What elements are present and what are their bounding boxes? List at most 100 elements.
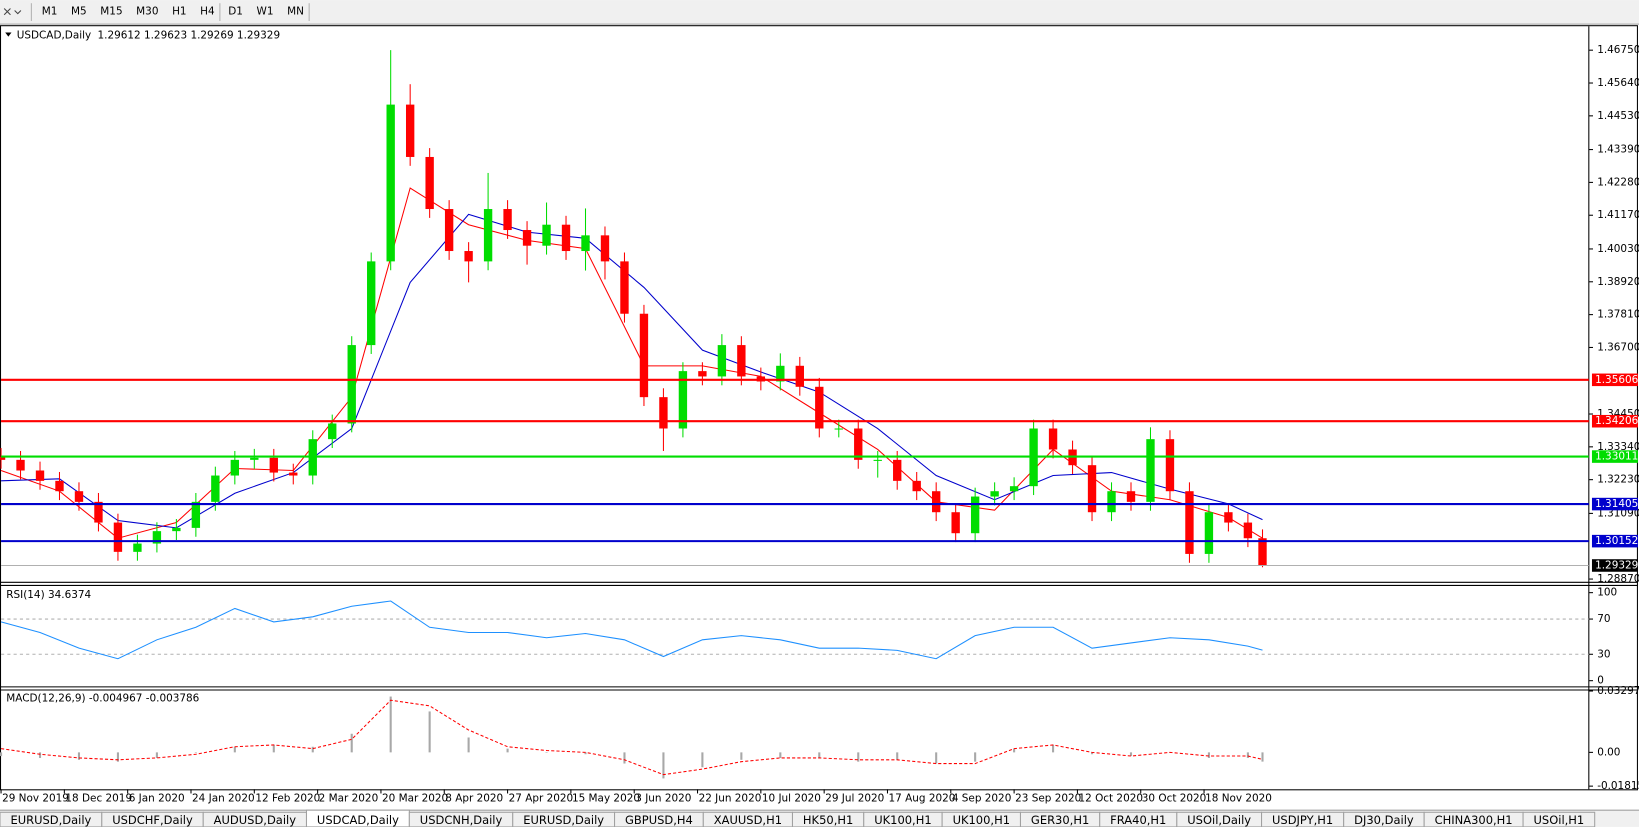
- tab-label[interactable]: CHINA300,H1: [1435, 813, 1513, 827]
- level-price-box: [1591, 534, 1638, 548]
- candle-body: [1107, 491, 1116, 513]
- y-tick-label: 30: [1597, 648, 1610, 660]
- tab-label[interactable]: UK100,H1: [874, 813, 931, 827]
- macd-histogram-bar: [896, 752, 899, 760]
- candle-body: [737, 345, 746, 377]
- y-tick-label: 1.36700: [1597, 341, 1639, 353]
- macd-histogram-bar: [935, 752, 938, 764]
- candle-body: [94, 501, 103, 523]
- x-tick-label: 18 Dec 2019: [65, 793, 132, 805]
- macd-histogram-bar: [194, 752, 197, 753]
- period-button[interactable]: H1: [172, 6, 187, 18]
- macd-histogram-bar: [1013, 748, 1016, 753]
- candle-body: [55, 480, 64, 492]
- tab-label[interactable]: USOil,H1: [1534, 813, 1585, 827]
- tab-label[interactable]: AUDUSD,Daily: [214, 813, 297, 827]
- x-tick-label: 12 Feb 2020: [255, 793, 320, 805]
- period-button[interactable]: H4: [200, 6, 215, 18]
- candle-body: [698, 371, 707, 377]
- y-tick-label: 1.38920: [1597, 276, 1639, 288]
- macd-histogram-bar: [857, 752, 860, 762]
- period-button[interactable]: W1: [257, 6, 274, 18]
- macd-histogram-bar: [506, 748, 509, 753]
- tab-label[interactable]: FRA40,H1: [1110, 813, 1166, 827]
- tab-label[interactable]: XAUUSD,H1: [714, 813, 782, 827]
- x-tick-label: 24 Jan 2020: [192, 793, 255, 805]
- tab-label[interactable]: HK50,H1: [803, 813, 853, 827]
- candle-body: [542, 224, 551, 246]
- candle-body: [1243, 522, 1253, 539]
- candle-body: [1126, 491, 1136, 502]
- x-tick-label: 2 Mar 2020: [319, 793, 379, 805]
- x-tick-label: 8 Apr 2020: [445, 793, 503, 805]
- y-tick-label: 1.41170: [1597, 209, 1639, 221]
- y-tick-label: 1.45640: [1597, 77, 1639, 89]
- tab-label[interactable]: GER30,H1: [1031, 813, 1089, 827]
- tab-label[interactable]: EURUSD,Daily: [10, 813, 91, 827]
- macd-histogram-bar: [584, 752, 587, 755]
- candle-body: [386, 104, 395, 262]
- macd-histogram-bar: [77, 752, 81, 760]
- tab-label[interactable]: EURUSD,Daily: [523, 813, 604, 827]
- candle-body: [1224, 512, 1233, 523]
- y-tick-label: 1.42280: [1597, 176, 1639, 188]
- candle-body: [717, 345, 727, 377]
- candle-body: [367, 261, 376, 346]
- y-tick-label: 1.32230: [1597, 474, 1639, 486]
- period-button[interactable]: D1: [228, 6, 243, 18]
- tab-label[interactable]: UK100,H1: [953, 813, 1010, 827]
- period-button[interactable]: M5: [71, 6, 87, 18]
- candle-body: [1258, 538, 1267, 566]
- period-button[interactable]: MN: [287, 6, 304, 18]
- x-tick-label: 18 Nov 2020: [1205, 793, 1272, 805]
- tool-dropdown[interactable]: [3, 8, 22, 16]
- candle-body: [561, 224, 571, 252]
- macd-histogram-bar: [155, 752, 158, 758]
- candle-body: [172, 527, 181, 532]
- tab-label[interactable]: USDCAD,Daily: [317, 813, 399, 827]
- macd-histogram-bar: [623, 752, 626, 764]
- level-price-box: [1591, 450, 1638, 463]
- x-tick-label: 29 Nov 2019: [2, 793, 69, 805]
- y-tick-label: 0.032972: [1597, 685, 1639, 697]
- candle-body: [503, 209, 512, 231]
- tab-label[interactable]: GBPUSD,H4: [625, 813, 693, 827]
- period-button[interactable]: M15: [100, 6, 122, 18]
- tab-label[interactable]: USDCHF,Daily: [112, 813, 193, 827]
- rsi-title: RSI(14) 34.6374: [6, 589, 91, 601]
- level-price-label: 1.35606: [1595, 374, 1638, 386]
- last-price-box: [1591, 559, 1638, 572]
- macd-histogram-bar: [389, 696, 392, 753]
- candle-body: [211, 475, 220, 502]
- tab-label[interactable]: USDCNH,Daily: [420, 813, 503, 827]
- macd-title: MACD(12,26,9) -0.004967 -0.003786: [6, 692, 199, 704]
- candle-body: [678, 371, 688, 429]
- window-menu-icon[interactable]: [5, 32, 12, 37]
- y-tick-label: 1.33340: [1597, 441, 1639, 453]
- y-tick-label: 0.00: [1597, 746, 1620, 758]
- macd-histogram-bar: [1052, 744, 1055, 753]
- candle-body: [16, 459, 25, 471]
- period-button[interactable]: M1: [42, 6, 58, 18]
- candle-body: [483, 209, 493, 262]
- macd-histogram-bar: [1090, 752, 1094, 755]
- tab-label[interactable]: USDJPY,H1: [1272, 813, 1333, 827]
- candle-body: [35, 470, 45, 481]
- tab-label[interactable]: DJ30,Daily: [1354, 813, 1414, 827]
- macd-histogram-bar: [350, 733, 353, 753]
- x-tick-label: 12 Oct 2020: [1078, 793, 1143, 805]
- candle-body: [289, 472, 298, 476]
- tab-label[interactable]: USOil,Daily: [1187, 813, 1251, 827]
- candle-body: [347, 345, 356, 424]
- macd-histogram-bar: [818, 752, 821, 758]
- macd-histogram-bar: [662, 752, 665, 779]
- period-button[interactable]: M30: [136, 6, 158, 18]
- macd-histogram-bar: [740, 752, 743, 760]
- candle-body: [230, 459, 240, 476]
- tabs: EURUSD,Daily USDCHF,Daily AUDUSD,Daily USDC…: [0, 809, 1596, 827]
- toolbar: [0, 0, 1639, 25]
- macd-histogram-bar: [974, 752, 977, 762]
- y-tick-label: 1.46750: [1597, 44, 1639, 56]
- y-tick-label: 70: [1597, 613, 1610, 625]
